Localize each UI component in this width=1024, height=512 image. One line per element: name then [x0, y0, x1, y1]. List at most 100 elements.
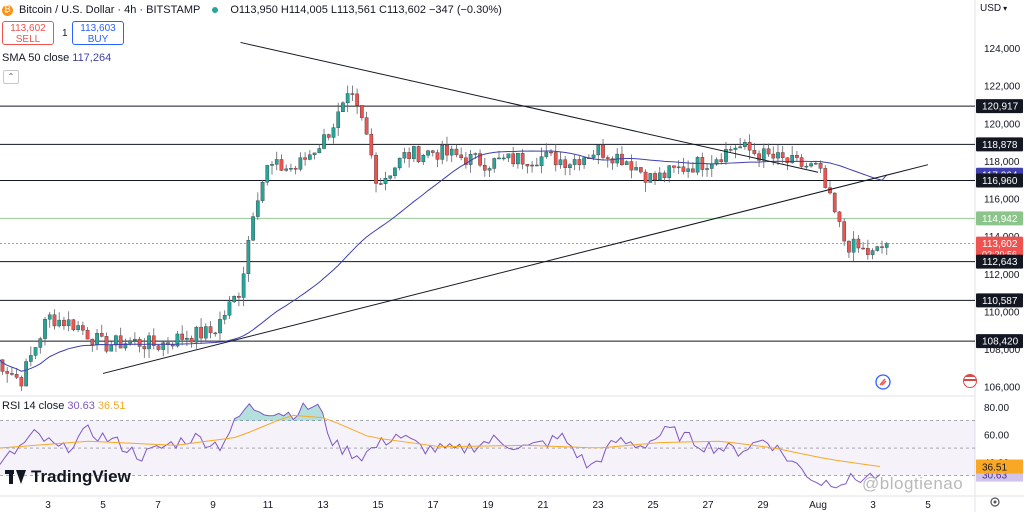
candle	[412, 145, 416, 163]
candle	[270, 161, 274, 175]
candle	[610, 156, 615, 170]
candle	[298, 152, 303, 172]
currency-selector[interactable]: USD ▾	[980, 3, 1008, 14]
candle	[180, 325, 184, 346]
time-tick-label: 29	[757, 500, 769, 511]
sell-button[interactable]: 113,602 SELL	[2, 21, 54, 45]
candle-body	[747, 142, 752, 151]
candle-body	[544, 151, 549, 157]
candle	[237, 292, 241, 307]
candle-body	[388, 175, 393, 179]
candle	[662, 170, 667, 183]
candle	[203, 323, 208, 342]
collapse-indicators-button[interactable]: ⌃	[3, 70, 19, 84]
candle	[322, 128, 326, 150]
candle	[870, 248, 875, 260]
candle	[577, 156, 582, 171]
candle-body	[591, 154, 596, 159]
rsi-legend[interactable]: RSI 14 close 30.63 36.51	[2, 400, 126, 412]
candle	[520, 149, 525, 170]
candle-body	[459, 154, 464, 159]
candle	[539, 147, 544, 174]
ohlc-values: O113,950 H114,005 L113,561 C113,602 −347…	[230, 4, 502, 16]
candle-body	[563, 159, 568, 168]
candle-body	[317, 148, 322, 154]
candle	[672, 165, 676, 173]
candle	[374, 152, 378, 193]
candle-body	[804, 165, 809, 168]
rsi-tick-label: 60.00	[984, 430, 1009, 441]
candle-body	[426, 150, 430, 156]
candle-body	[175, 333, 180, 347]
candle-body	[383, 178, 388, 184]
candle-body	[341, 102, 345, 113]
buy-button[interactable]: 113,603 BUY	[72, 21, 124, 45]
market-open-dot-icon	[212, 7, 219, 13]
candle-body	[823, 168, 828, 188]
candle-body	[752, 150, 757, 154]
candle	[284, 164, 289, 172]
candle-body	[728, 149, 733, 151]
candle-body	[549, 151, 553, 154]
sma-50-line	[0, 150, 888, 372]
candle-body	[237, 295, 241, 298]
candle	[743, 139, 747, 150]
candle	[847, 240, 851, 258]
candle-body	[199, 326, 203, 339]
candle-body	[785, 157, 790, 163]
gear-icon[interactable]	[989, 496, 1001, 508]
candle	[568, 162, 572, 176]
candle-body	[837, 211, 842, 222]
candle	[530, 160, 534, 173]
sma-legend[interactable]: SMA 50 close 117,264	[2, 52, 112, 64]
candle	[326, 133, 331, 141]
candle	[780, 146, 785, 164]
candle-body	[421, 155, 426, 163]
candle-body	[104, 336, 109, 352]
candle	[511, 146, 516, 167]
symbol-title[interactable]: Bitcoin / U.S. Dollar · 4h · BITSTAMP	[19, 4, 201, 16]
candle	[705, 163, 709, 177]
candle-body	[133, 338, 137, 341]
candle	[142, 338, 147, 358]
candle-body	[279, 159, 284, 171]
candle-body	[345, 93, 350, 104]
economic-event-icon[interactable]	[875, 374, 891, 390]
candle-body	[151, 335, 156, 346]
candle-body	[28, 355, 33, 362]
candle-body	[653, 173, 657, 180]
candle-body	[501, 157, 506, 160]
candle-body	[487, 168, 492, 171]
candle	[241, 266, 246, 307]
candle-body	[71, 319, 76, 330]
candle-body	[270, 164, 274, 166]
candle-body	[298, 157, 303, 170]
candle-body	[137, 338, 142, 347]
time-tick-label: 5	[100, 500, 106, 511]
us-flag-icon[interactable]	[963, 374, 977, 388]
time-tick-label: 11	[263, 500, 274, 511]
price-change: −347 (−0.30%)	[429, 4, 502, 16]
candle	[624, 160, 629, 166]
candle-body	[213, 332, 218, 335]
candle-body	[605, 157, 610, 159]
candle	[724, 141, 728, 165]
candle-body	[511, 153, 516, 165]
symbol-header: Bitcoin / U.S. Dollar · 4h · BITSTAMP O1…	[2, 3, 502, 17]
candle-body	[662, 172, 667, 178]
time-tick-label: 27	[702, 500, 714, 511]
candle-body	[336, 111, 341, 128]
candle-body	[440, 144, 445, 160]
candle	[681, 157, 686, 175]
candle-body	[57, 319, 62, 327]
candle-body	[875, 246, 880, 251]
candle-body	[369, 134, 374, 156]
candle-body	[454, 148, 459, 156]
candle-body	[218, 319, 222, 334]
tradingview-logo[interactable]: TradingView	[5, 467, 131, 487]
candle-body	[525, 163, 530, 167]
candle-body	[639, 167, 643, 173]
candle-body	[66, 319, 71, 327]
rsi-value-label: 30.63	[982, 471, 1007, 482]
